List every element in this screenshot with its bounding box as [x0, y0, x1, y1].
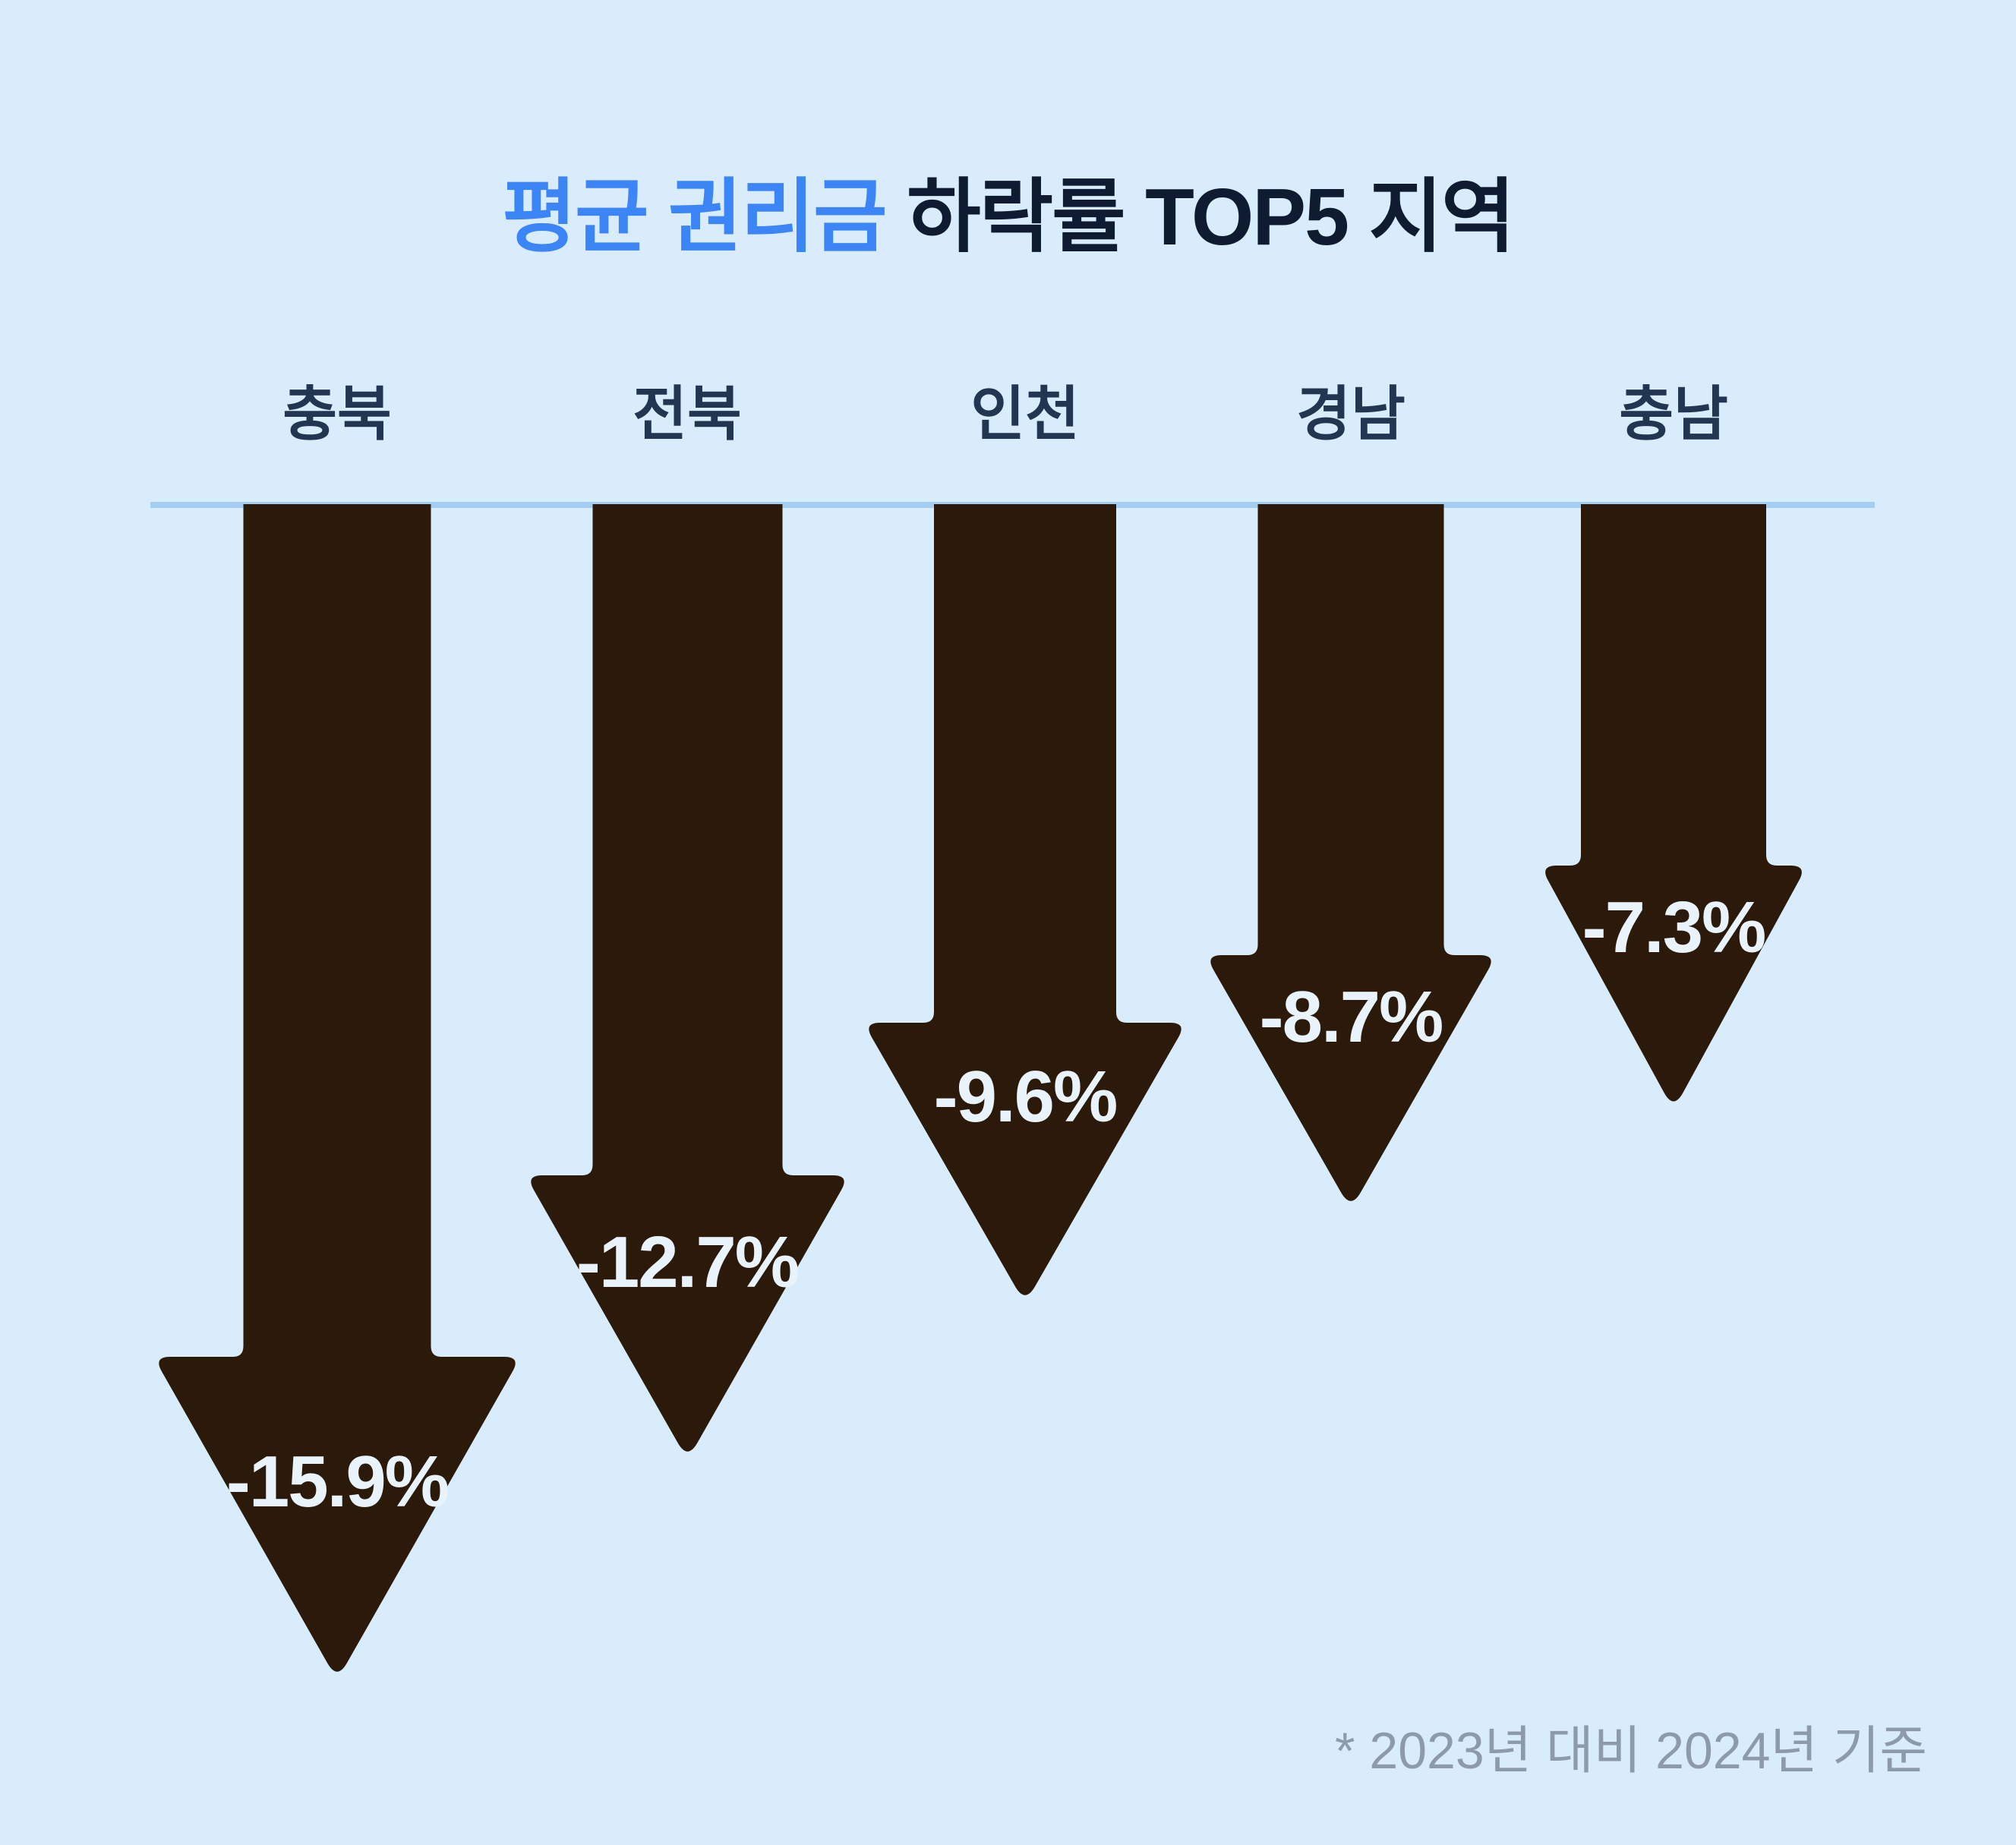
value-label-1: -15.9% [226, 1441, 450, 1522]
category-label-2: 전북 [633, 380, 742, 447]
category-label-5: 충남 [1619, 380, 1728, 447]
category-label-3: 인천 [970, 380, 1080, 447]
category-label-4: 경남 [1296, 380, 1406, 447]
down-arrow-icon-2 [530, 504, 844, 1452]
down-arrow-icon-1 [159, 504, 516, 1672]
category-label-1: 충북 [282, 380, 392, 447]
down-arrow-icon-4 [1210, 504, 1491, 1201]
title-rest: 하락률 TOP5 지역 [907, 172, 1515, 262]
value-label-3: -9.6% [933, 1056, 1118, 1137]
title-highlight: 평균 권리금 [502, 172, 887, 262]
value-label-4: -8.7% [1259, 976, 1444, 1058]
down-arrow-icon-3 [869, 504, 1182, 1295]
value-label-5: -7.3% [1582, 887, 1767, 968]
value-label-2: -12.7% [576, 1222, 800, 1303]
footnote: * 2023년 대비 2024년 기준 [1335, 1722, 1927, 1780]
down-arrow-icon-5 [1545, 504, 1802, 1102]
page-title: 평균 권리금 하락률 TOP5 지역 [0, 173, 2016, 262]
